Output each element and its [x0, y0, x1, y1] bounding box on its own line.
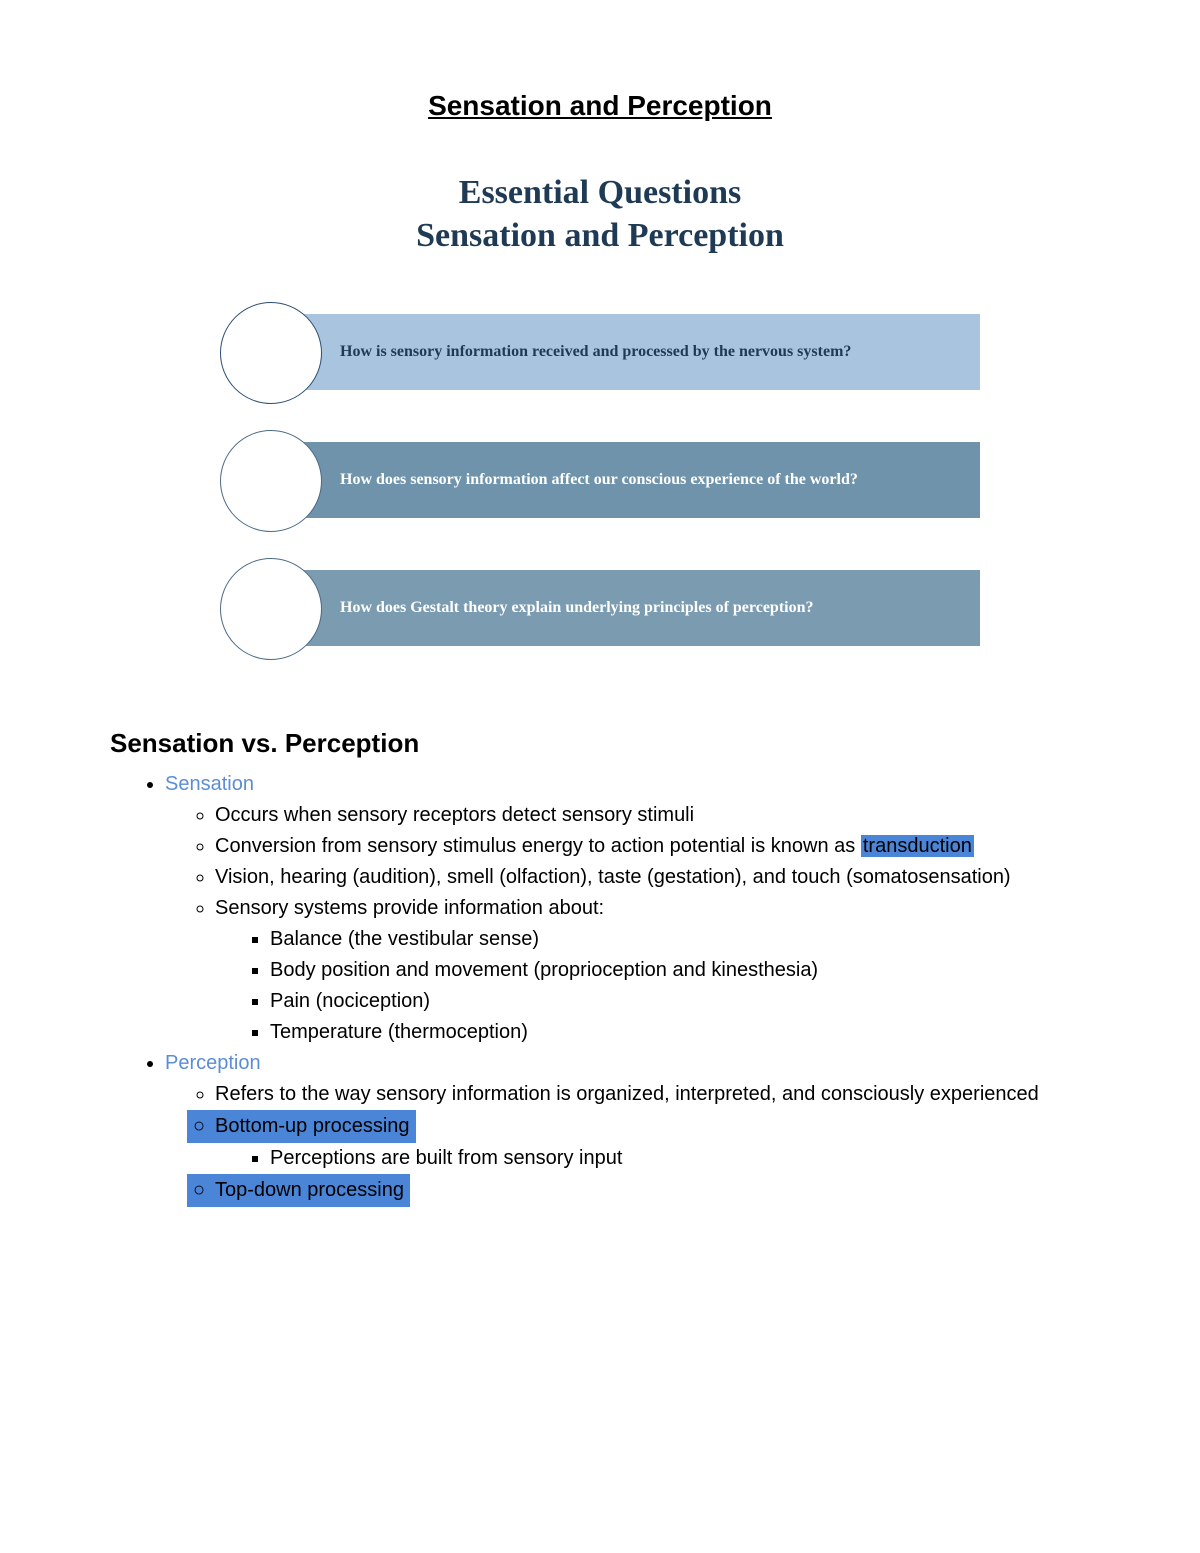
text: Sensory systems provide information abou…: [215, 897, 604, 919]
question-text-2: How does sensory information affect our …: [340, 469, 858, 491]
term-sensation: Sensation: [165, 773, 254, 795]
question-bar-3: How does Gestalt theory explain underlyi…: [270, 570, 980, 646]
essential-questions-infographic: Essential Questions Sensation and Percep…: [220, 172, 980, 658]
highlight-bottom-up: ○Bottom-up processing: [187, 1110, 416, 1143]
list-item: Sensation Occurs when sensory receptors …: [165, 769, 1090, 1048]
text: Conversion from sensory stimulus energy …: [215, 835, 861, 857]
list-item-highlighted: ○Bottom-up processing Perceptions are bu…: [215, 1110, 1090, 1174]
list-item: Balance (the vestibular sense): [270, 924, 1090, 955]
circle-icon: [220, 302, 322, 404]
sub-list: Occurs when sensory receptors detect sen…: [165, 800, 1090, 1048]
sub-sub-list: Perceptions are built from sensory input: [215, 1143, 1090, 1174]
text: Top-down processing: [215, 1179, 404, 1201]
heading-line-1: Essential Questions: [459, 174, 741, 211]
question-text-3: How does Gestalt theory explain underlyi…: [340, 597, 813, 619]
list-item: Perception Refers to the way sensory inf…: [165, 1048, 1090, 1207]
question-bar-2: How does sensory information affect our …: [270, 442, 980, 518]
circle-icon: [220, 430, 322, 532]
section-heading: Sensation vs. Perception: [110, 728, 1090, 759]
list-item: Temperature (thermoception): [270, 1017, 1090, 1048]
list-item: Body position and movement (propriocepti…: [270, 955, 1090, 986]
text: Bottom-up processing: [215, 1115, 410, 1137]
list-item: Conversion from sensory stimulus energy …: [215, 831, 1090, 862]
highlight-transduction: transduction: [861, 835, 974, 857]
outline-list: Sensation Occurs when sensory receptors …: [110, 769, 1090, 1207]
question-bar-1: How is sensory information received and …: [270, 314, 980, 390]
list-item-highlighted: ○Top-down processing: [215, 1174, 1090, 1207]
highlight-top-down: ○Top-down processing: [187, 1174, 410, 1207]
heading-line-2: Sensation and Perception: [416, 217, 784, 254]
document-page: Sensation and Perception Essential Quest…: [0, 0, 1200, 1267]
page-title: Sensation and Perception: [110, 90, 1090, 122]
question-row-1: How is sensory information received and …: [220, 302, 980, 402]
sub-sub-list: Balance (the vestibular sense) Body posi…: [215, 924, 1090, 1048]
circle-icon: [220, 558, 322, 660]
question-text-1: How is sensory information received and …: [340, 341, 851, 363]
list-item: Sensory systems provide information abou…: [215, 893, 1090, 1048]
term-perception: Perception: [165, 1052, 261, 1074]
list-item: Refers to the way sensory information is…: [215, 1079, 1090, 1110]
sub-list: Refers to the way sensory information is…: [165, 1079, 1090, 1207]
infographic-heading: Essential Questions Sensation and Percep…: [220, 172, 980, 257]
list-item: Vision, hearing (audition), smell (olfac…: [215, 862, 1090, 893]
question-row-2: How does sensory information affect our …: [220, 430, 980, 530]
list-item: Perceptions are built from sensory input: [270, 1143, 1090, 1174]
list-item: Occurs when sensory receptors detect sen…: [215, 800, 1090, 831]
question-row-3: How does Gestalt theory explain underlyi…: [220, 558, 980, 658]
list-item: Pain (nociception): [270, 986, 1090, 1017]
